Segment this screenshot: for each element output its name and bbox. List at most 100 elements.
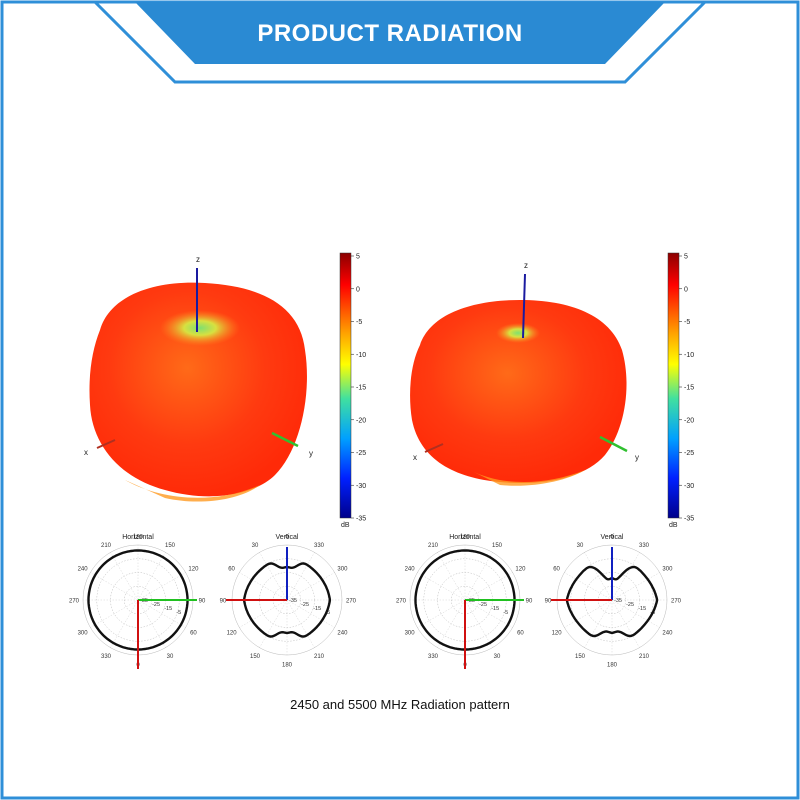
polar-spoke <box>437 599 466 648</box>
polar-angle-label: 60 <box>517 631 524 637</box>
polar-angle-label: 270 <box>671 599 682 605</box>
colorbar-tick-label: -25 <box>356 450 366 457</box>
polar-angle-label: 210 <box>428 543 439 549</box>
polar-radial-label: -35 <box>614 598 622 604</box>
polar-angle-label: 30 <box>494 654 501 660</box>
polar-angle-label: 60 <box>190 631 197 637</box>
polar-spoke <box>464 552 493 601</box>
polar-spoke <box>611 599 640 648</box>
polar-radial-label: -25 <box>479 602 487 608</box>
polar-spoke <box>239 572 288 601</box>
polar-spoke <box>584 599 613 648</box>
z-axis-line <box>522 273 526 339</box>
polar-spoke <box>611 599 660 628</box>
polar-angle-label: 150 <box>165 543 176 549</box>
polar-angle-label: 180 <box>607 663 618 669</box>
colorbar-tick-label: 0 <box>684 286 688 293</box>
polar-spoke <box>564 572 613 601</box>
polar-angle-label: 30 <box>577 543 584 549</box>
figure-caption: 2450 and 5500 MHz Radiation pattern <box>290 697 510 712</box>
polar-radial-label: -15 <box>491 606 499 612</box>
polar-angle-label: 60 <box>228 567 235 573</box>
polar-angle-label: 150 <box>250 654 261 660</box>
colorbar-tick-label: -30 <box>684 483 694 490</box>
polar-angle-label: 330 <box>639 543 650 549</box>
polar-spoke <box>90 572 139 601</box>
polar-spoke <box>417 599 466 628</box>
colorbar-tick-label: -15 <box>356 385 366 392</box>
polar-horizontal-2450: Horizontal180150120906030033030027024021… <box>69 534 206 669</box>
colorbar-tick-label: -15 <box>684 385 694 392</box>
polar-radial-label: -15 <box>313 606 321 612</box>
polar-title: Horizontal <box>449 534 481 541</box>
polar-spoke <box>417 572 466 601</box>
polar-spoke <box>286 572 335 601</box>
x-axis-label: x <box>84 448 88 457</box>
polar-angle-label: 150 <box>575 654 586 660</box>
polar-spoke <box>611 552 640 601</box>
polar-angle-label: 90 <box>526 599 533 605</box>
polar-angle-label: 90 <box>220 599 227 605</box>
polar-spoke <box>564 599 613 628</box>
polar-spoke <box>464 572 513 601</box>
polar-angle-label: 150 <box>492 543 503 549</box>
polar-angle-label: 30 <box>167 654 174 660</box>
polar-angle-label: 300 <box>405 631 416 637</box>
colorbar-tick-label: -20 <box>356 417 366 424</box>
page-title: PRODUCT RADIATION <box>257 20 523 47</box>
polar-spoke <box>286 552 315 601</box>
polar-radial-label: -5 <box>325 610 330 616</box>
polar-angle-label: 330 <box>314 543 325 549</box>
z-axis-label: z <box>196 255 200 264</box>
polar-angle-label: 330 <box>101 654 112 660</box>
colorbar-tick-label: -35 <box>356 516 366 523</box>
x-axis-label: x <box>413 453 417 462</box>
polar-angle-label: 300 <box>337 567 348 573</box>
polar-angle-label: 0 <box>610 535 614 541</box>
polar-spoke <box>611 572 660 601</box>
pattern-3d-right: z y x <box>410 261 639 486</box>
colorbar-right: 5 0 -5 -10 -15 -20 -25 -30 -35 dB <box>667 252 694 529</box>
polar-angle-label: 120 <box>552 631 563 637</box>
polar-angle-label: 120 <box>515 567 526 573</box>
polar-angle-label: 0 <box>285 535 289 541</box>
polar-spoke <box>259 552 288 601</box>
polar-angle-label: 180 <box>282 663 293 669</box>
polar-angle-label: 240 <box>662 631 673 637</box>
polar-radial-label: -25 <box>152 602 160 608</box>
polar-radial-label: -5 <box>503 610 508 616</box>
colorbar-tick-label: -25 <box>684 450 694 457</box>
colorbar-tick-label: -35 <box>684 516 694 523</box>
header-banner <box>135 2 665 64</box>
x-axis-line <box>424 443 444 453</box>
colorbar-unit: dB <box>669 522 678 529</box>
polar-angle-label: 300 <box>662 567 673 573</box>
polar-spoke <box>464 599 513 628</box>
polar-angle-label: 300 <box>78 631 89 637</box>
polar-angle-label: 240 <box>337 631 348 637</box>
polar-angle-label: 270 <box>396 599 407 605</box>
colorbar-tick-label: -5 <box>356 319 362 326</box>
colorbar-tick-label: -30 <box>356 483 366 490</box>
polar-spoke <box>137 552 166 601</box>
polar-horizontal-5500: Horizontal180150120906030033030027024021… <box>396 534 533 669</box>
polar-spoke <box>464 599 493 648</box>
colorbar-tick-label: 0 <box>356 286 360 293</box>
polar-spoke <box>584 552 613 601</box>
polar-angle-label: 120 <box>227 631 238 637</box>
polar-radial-label: -25 <box>626 602 634 608</box>
polar-angle-label: 90 <box>545 599 552 605</box>
colorbar-tick-label: -20 <box>684 417 694 424</box>
colorbar-tick-label: -5 <box>684 319 690 326</box>
polar-radial-label: -35 <box>289 598 297 604</box>
y-axis-label: y <box>309 449 313 458</box>
polar-angle-label: 210 <box>639 654 650 660</box>
polar-pattern-curve <box>565 565 659 638</box>
polar-angle-label: 330 <box>428 654 439 660</box>
colorbar-unit: dB <box>341 522 350 529</box>
z-axis-label: z <box>524 261 528 270</box>
polar-angle-label: 270 <box>346 599 357 605</box>
